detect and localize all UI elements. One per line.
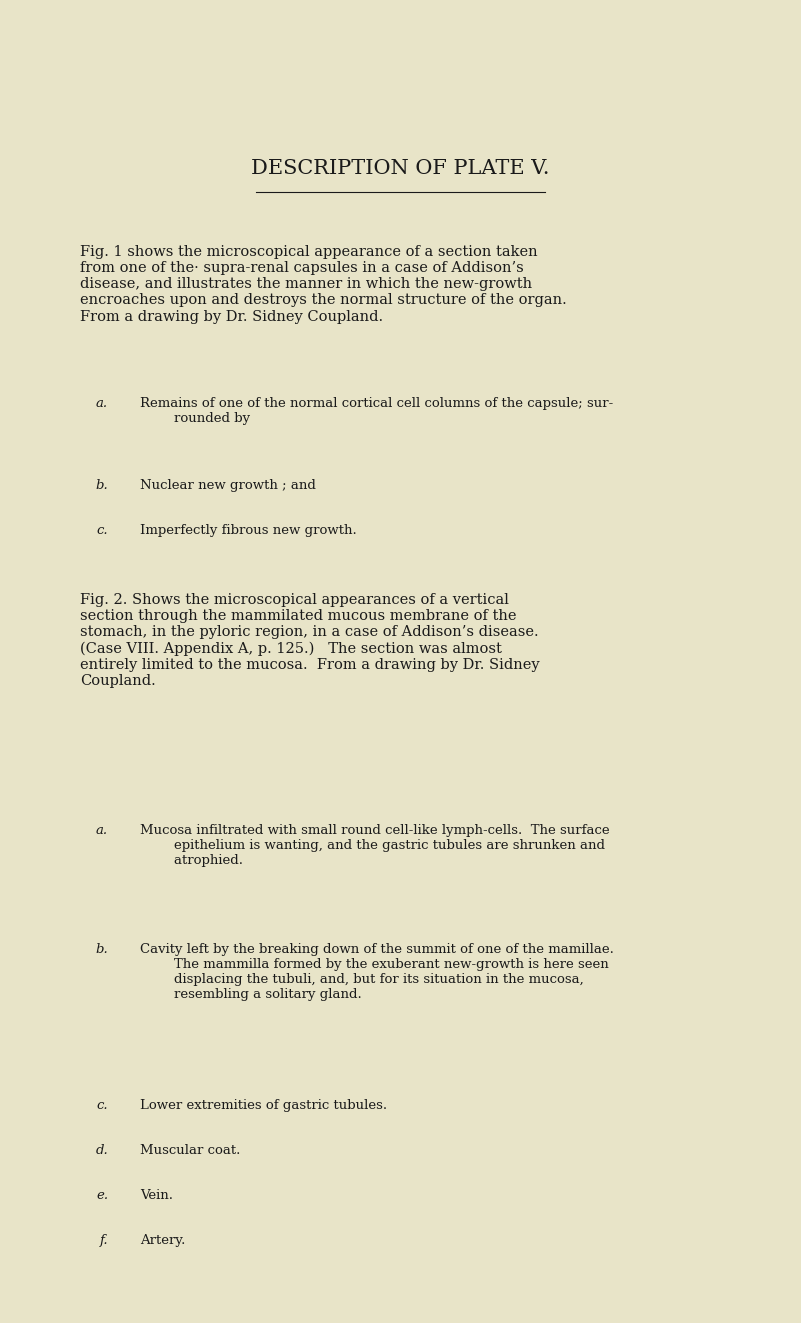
Text: Lower extremities of gastric tubules.: Lower extremities of gastric tubules. [140,1099,388,1113]
Text: c.: c. [96,1099,108,1113]
Text: f.: f. [99,1234,108,1248]
Text: Mucosa infiltrated with small round cell-like lymph-cells.  The surface
        : Mucosa infiltrated with small round cell… [140,824,610,868]
Text: a.: a. [96,824,108,837]
Text: Fig. 2. Shows the microscopical appearances of a vertical
section through the ma: Fig. 2. Shows the microscopical appearan… [80,593,540,688]
Text: a.: a. [96,397,108,410]
Text: Remains of one of the normal cortical cell columns of the capsule; sur-
        : Remains of one of the normal cortical ce… [140,397,614,425]
Text: e.: e. [96,1189,108,1203]
Text: Vein.: Vein. [140,1189,173,1203]
Text: Fig. 1 shows the microscopical appearance of a section taken
from one of the· su: Fig. 1 shows the microscopical appearanc… [80,245,567,324]
Text: Imperfectly fibrous new growth.: Imperfectly fibrous new growth. [140,524,357,537]
Text: d.: d. [95,1144,108,1158]
Text: Muscular coat.: Muscular coat. [140,1144,240,1158]
Text: Artery.: Artery. [140,1234,186,1248]
Text: c.: c. [96,524,108,537]
Text: Cavity left by the breaking down of the summit of one of the mamillae.
        T: Cavity left by the breaking down of the … [140,943,614,1002]
Text: b.: b. [95,479,108,492]
Text: Nuclear new growth ; and: Nuclear new growth ; and [140,479,316,492]
Text: DESCRIPTION OF PLATE V.: DESCRIPTION OF PLATE V. [252,159,549,177]
Text: b.: b. [95,943,108,957]
